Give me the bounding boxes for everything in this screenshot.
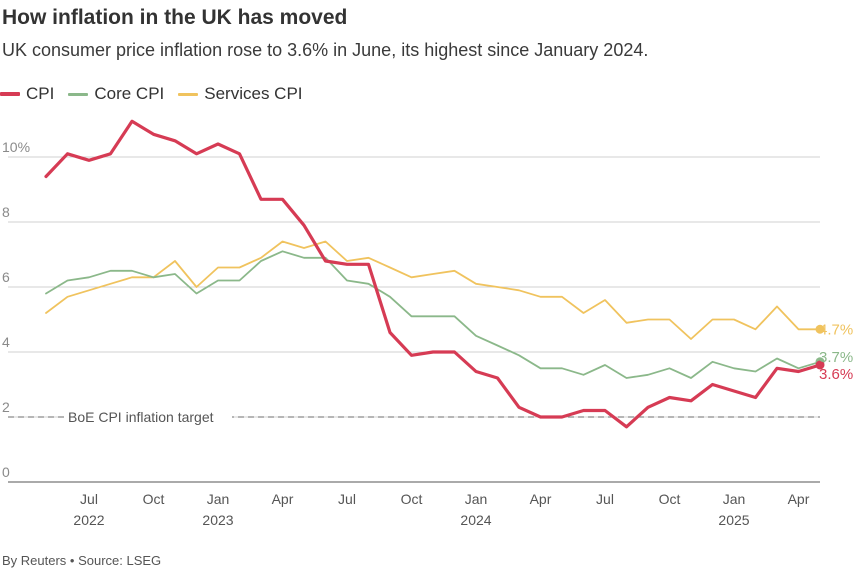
chart-legend: CPI Core CPI Services CPI (0, 84, 317, 104)
y-tick-label-10: 10% (2, 139, 30, 155)
x-tick-label-apr-11: Apr (272, 491, 294, 507)
series-line-services (45, 240, 821, 340)
legend-swatch-cpi (0, 92, 20, 96)
x-tick-year-2023: 2023 (202, 512, 233, 528)
end-marker-cpi (815, 360, 825, 370)
y-tick-label-4: 4 (2, 334, 10, 350)
source-footer: By Reuters • Source: LSEG (2, 553, 162, 568)
x-tick-year-2025: 2025 (718, 512, 749, 528)
chart-subtitle: UK consumer price inflation rose to 3.6%… (2, 40, 649, 60)
legend-item-services-cpi: Services CPI (178, 84, 303, 104)
x-tick-label-jul-26: Jul (596, 491, 614, 507)
x-tick-label-jul-14: Jul (338, 491, 356, 507)
end-label-services: 4.7% (819, 321, 853, 338)
x-tick-label-apr-35: Apr (788, 491, 810, 507)
end-marker-services (815, 324, 825, 334)
x-tick-label-oct-29: Oct (659, 491, 681, 507)
x-tick-label-jan-2023: Jan (207, 491, 230, 507)
y-tick-label-8: 8 (2, 204, 10, 220)
legend-swatch-core-cpi (68, 92, 89, 96)
end-label-core: 3.7% (819, 349, 853, 366)
legend-label-cpi: CPI (26, 84, 55, 103)
boe-target-label-bg (64, 408, 232, 425)
legend-item-cpi: CPI (0, 84, 54, 104)
x-tick-year-2022: 2022 (73, 512, 104, 528)
legend-label-services-cpi: Services CPI (204, 84, 303, 103)
y-tick-label-6: 6 (2, 269, 10, 285)
x-tick-label-apr-23: Apr (530, 491, 552, 507)
x-tick-year-2024: 2024 (460, 512, 491, 528)
x-tick-label-oct-5: Oct (143, 491, 165, 507)
chart-title: How inflation in the UK has moved (2, 6, 348, 29)
end-label-cpi: 3.6% (819, 366, 853, 383)
x-tick-label-jan-2025: Jan (723, 491, 746, 507)
y-tick-label-2: 2 (2, 399, 10, 415)
x-tick-label-jan-2024: Jan (465, 491, 488, 507)
legend-item-core-cpi: Core CPI (68, 84, 164, 104)
legend-label-core-cpi: Core CPI (94, 84, 165, 103)
x-tick-label-jul-2022: Jul (80, 491, 98, 507)
legend-swatch-services-cpi (178, 92, 199, 96)
boe-target-label: BoE CPI inflation target (68, 409, 214, 425)
series-line-cpi (44, 119, 822, 429)
x-tick-label-oct-17: Oct (401, 491, 423, 507)
series-line-core (45, 250, 821, 379)
y-tick-label-0: 0 (2, 464, 10, 480)
